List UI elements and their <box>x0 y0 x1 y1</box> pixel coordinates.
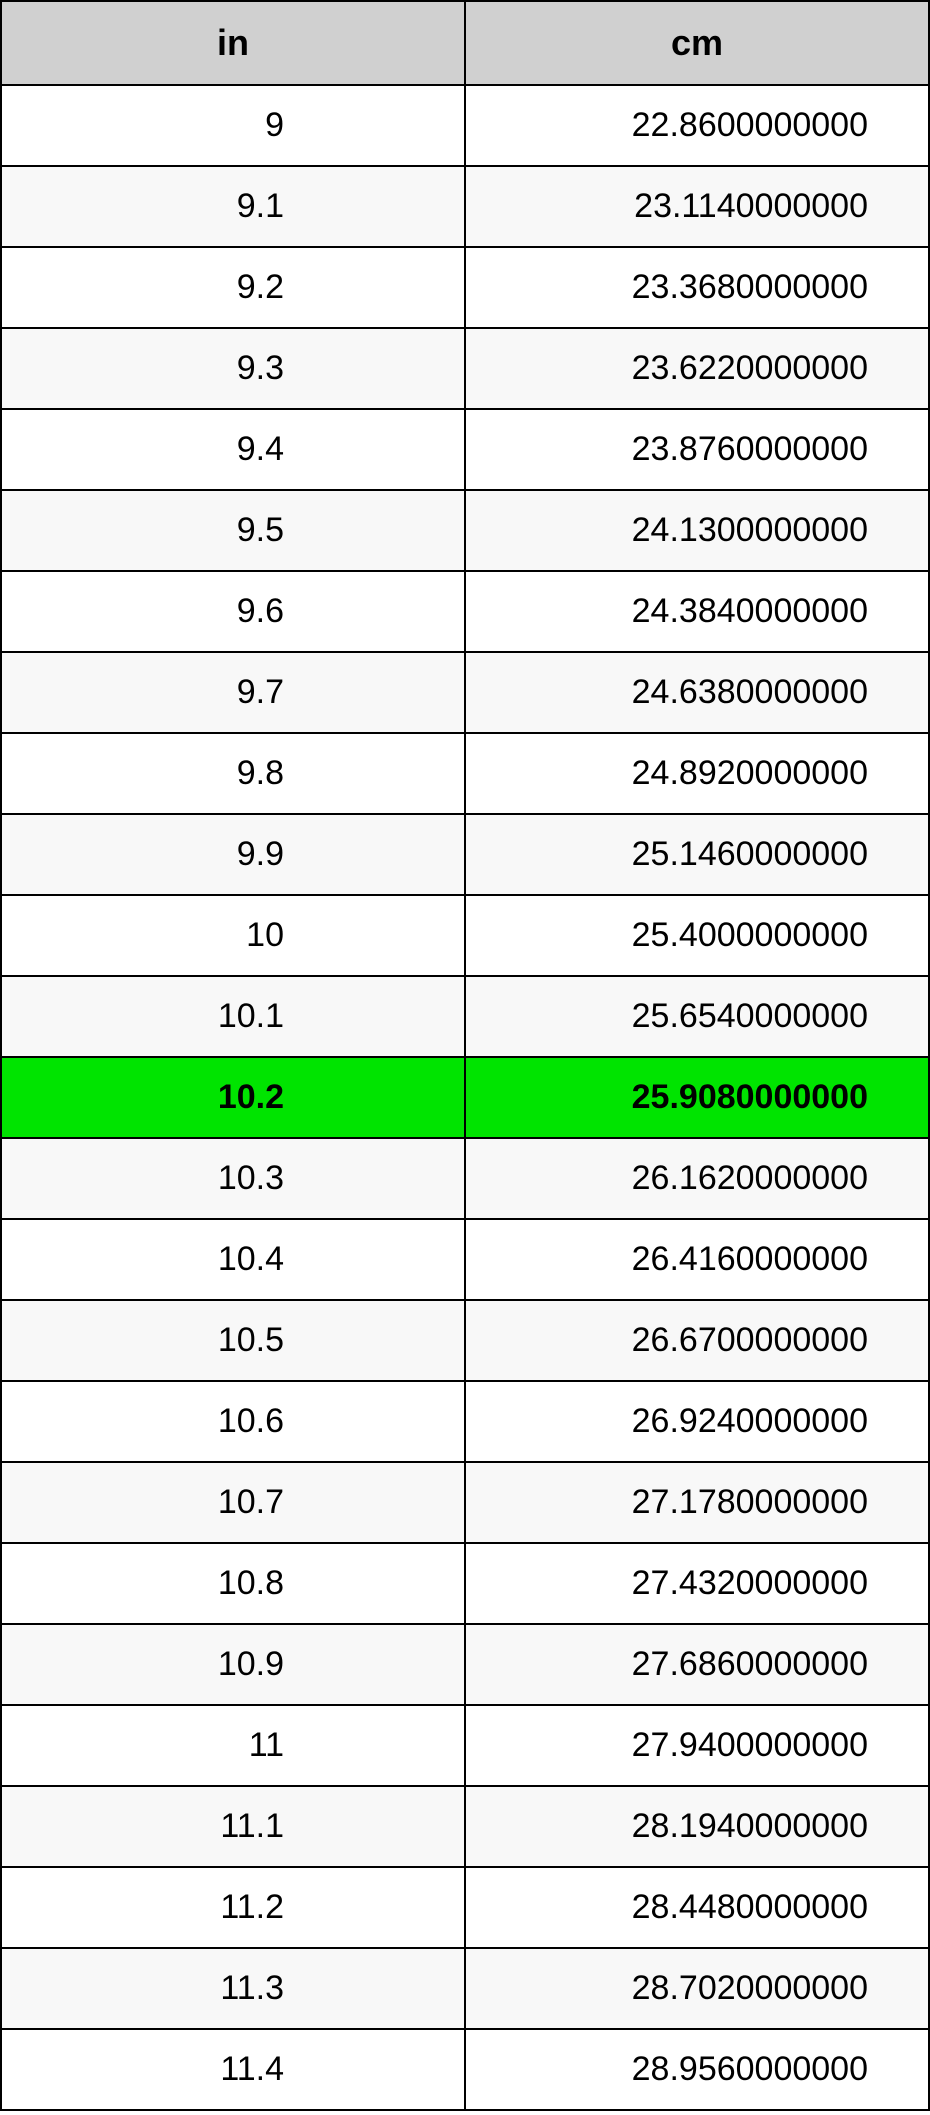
table-row: 10.326.1620000000 <box>1 1138 929 1219</box>
cell-in: 9.1 <box>1 166 465 247</box>
table-row: 9.323.6220000000 <box>1 328 929 409</box>
cell-cm: 25.1460000000 <box>465 814 929 895</box>
cell-cm: 27.1780000000 <box>465 1462 929 1543</box>
table-row: 11.328.7020000000 <box>1 1948 929 2029</box>
cell-in: 11 <box>1 1705 465 1786</box>
cell-in: 10.6 <box>1 1381 465 1462</box>
table-row: 10.827.4320000000 <box>1 1543 929 1624</box>
table-row: 9.624.3840000000 <box>1 571 929 652</box>
table-header-row: in cm <box>1 1 929 85</box>
cell-in: 9 <box>1 85 465 166</box>
cell-cm: 26.1620000000 <box>465 1138 929 1219</box>
table-row: 10.125.6540000000 <box>1 976 929 1057</box>
cell-in: 9.9 <box>1 814 465 895</box>
table-row: 10.426.4160000000 <box>1 1219 929 1300</box>
table-row: 11.128.1940000000 <box>1 1786 929 1867</box>
cell-cm: 23.8760000000 <box>465 409 929 490</box>
table-row: 922.8600000000 <box>1 85 929 166</box>
cell-cm: 26.9240000000 <box>465 1381 929 1462</box>
cell-cm: 23.3680000000 <box>465 247 929 328</box>
table-row: 9.925.1460000000 <box>1 814 929 895</box>
cell-cm: 27.6860000000 <box>465 1624 929 1705</box>
table-row: 10.225.9080000000 <box>1 1057 929 1138</box>
table-row: 9.724.6380000000 <box>1 652 929 733</box>
table-row: 9.123.1140000000 <box>1 166 929 247</box>
cell-in: 11.1 <box>1 1786 465 1867</box>
cell-in: 10.1 <box>1 976 465 1057</box>
column-header-cm: cm <box>465 1 929 85</box>
cell-in: 9.7 <box>1 652 465 733</box>
cell-cm: 24.1300000000 <box>465 490 929 571</box>
table-row: 1127.9400000000 <box>1 1705 929 1786</box>
table-row: 10.727.1780000000 <box>1 1462 929 1543</box>
cell-in: 9.8 <box>1 733 465 814</box>
cell-cm: 23.1140000000 <box>465 166 929 247</box>
cell-cm: 24.6380000000 <box>465 652 929 733</box>
table-row: 9.524.1300000000 <box>1 490 929 571</box>
cell-cm: 27.9400000000 <box>465 1705 929 1786</box>
cell-cm: 25.9080000000 <box>465 1057 929 1138</box>
table-row: 9.223.3680000000 <box>1 247 929 328</box>
cell-in: 9.6 <box>1 571 465 652</box>
cell-cm: 24.3840000000 <box>465 571 929 652</box>
table-row: 11.428.9560000000 <box>1 2029 929 2110</box>
cell-in: 11.3 <box>1 1948 465 2029</box>
cell-cm: 25.6540000000 <box>465 976 929 1057</box>
cell-cm: 25.4000000000 <box>465 895 929 976</box>
cell-in: 9.3 <box>1 328 465 409</box>
cell-cm: 26.4160000000 <box>465 1219 929 1300</box>
cell-in: 9.5 <box>1 490 465 571</box>
cell-in: 10 <box>1 895 465 976</box>
cell-in: 11.4 <box>1 2029 465 2110</box>
cell-cm: 27.4320000000 <box>465 1543 929 1624</box>
cell-in: 9.2 <box>1 247 465 328</box>
table-row: 9.423.8760000000 <box>1 409 929 490</box>
cell-cm: 22.8600000000 <box>465 85 929 166</box>
cell-in: 10.4 <box>1 1219 465 1300</box>
cell-in: 9.4 <box>1 409 465 490</box>
table-row: 10.526.6700000000 <box>1 1300 929 1381</box>
cell-cm: 28.4480000000 <box>465 1867 929 1948</box>
conversion-table: in cm 922.86000000009.123.11400000009.22… <box>0 0 930 2111</box>
cell-in: 11.2 <box>1 1867 465 1948</box>
cell-in: 10.8 <box>1 1543 465 1624</box>
cell-cm: 23.6220000000 <box>465 328 929 409</box>
table-row: 11.228.4480000000 <box>1 1867 929 1948</box>
cell-in: 10.7 <box>1 1462 465 1543</box>
cell-cm: 28.9560000000 <box>465 2029 929 2110</box>
table-row: 1025.4000000000 <box>1 895 929 976</box>
column-header-in: in <box>1 1 465 85</box>
cell-cm: 28.7020000000 <box>465 1948 929 2029</box>
table-row: 9.824.8920000000 <box>1 733 929 814</box>
cell-cm: 26.6700000000 <box>465 1300 929 1381</box>
table-row: 10.626.9240000000 <box>1 1381 929 1462</box>
cell-in: 10.3 <box>1 1138 465 1219</box>
cell-in: 10.2 <box>1 1057 465 1138</box>
cell-cm: 28.1940000000 <box>465 1786 929 1867</box>
cell-in: 10.5 <box>1 1300 465 1381</box>
cell-in: 10.9 <box>1 1624 465 1705</box>
cell-cm: 24.8920000000 <box>465 733 929 814</box>
table-row: 10.927.6860000000 <box>1 1624 929 1705</box>
